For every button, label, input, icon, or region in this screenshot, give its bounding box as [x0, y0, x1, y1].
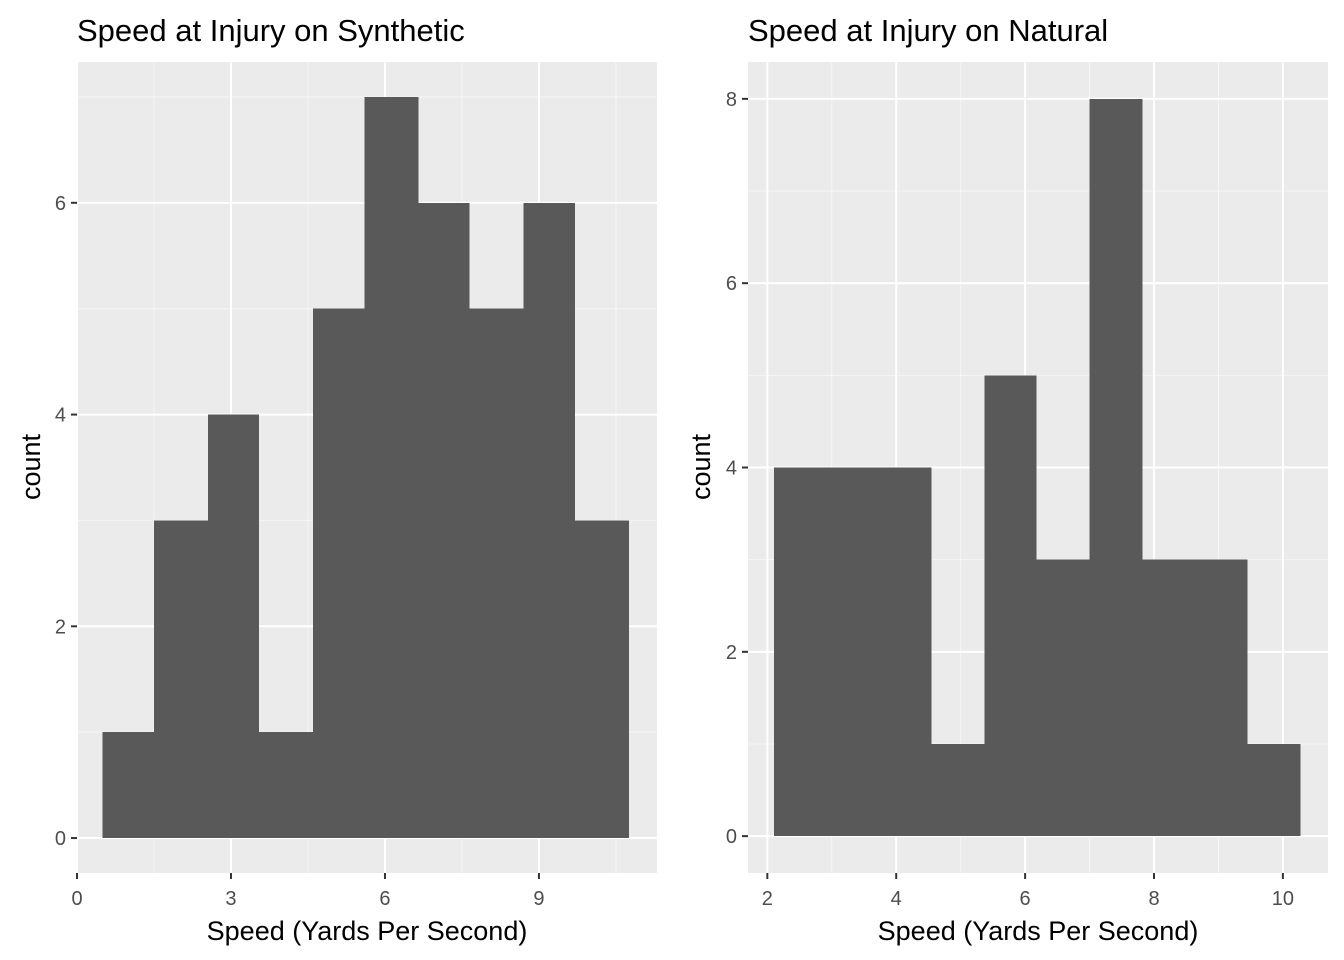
histogram-bar	[418, 202, 470, 839]
x-tick-label: 6	[379, 888, 390, 910]
x-tick-label: 6	[1020, 888, 1031, 910]
histogram-bar	[1247, 743, 1301, 837]
y-tick-label: 2	[55, 616, 66, 638]
histogram-bar	[1036, 559, 1090, 837]
y-tick-label: 4	[55, 405, 66, 427]
synthetic-histogram: Speed at Injury on Synthetic 0 2 4 6 0 3 6 9 S…	[16, 13, 657, 946]
x-axis-ticks: 0 3 6 9	[71, 873, 545, 910]
y-tick-label: 4	[726, 458, 737, 480]
histogram-bar	[207, 414, 260, 839]
x-tick-label: 3	[225, 888, 236, 910]
histogram-bar	[153, 520, 208, 839]
chart-title: Speed at Injury on Synthetic	[77, 13, 465, 48]
histogram-bar	[1142, 559, 1195, 837]
x-axis-title: Speed (Yards Per Second)	[878, 916, 1199, 946]
y-axis-title: count	[686, 433, 716, 500]
histogram-bar	[826, 467, 879, 837]
histogram-bar	[1194, 559, 1248, 837]
x-tick-label: 0	[71, 888, 82, 910]
histogram-bar	[523, 202, 575, 839]
x-tick-label: 8	[1148, 888, 1159, 910]
histogram-bar	[984, 375, 1037, 837]
y-axis-ticks: 0 2 4 6	[55, 193, 77, 850]
histogram-bar	[313, 308, 365, 839]
x-axis-ticks: 2 4 6 8 10	[762, 873, 1294, 910]
y-axis-title: count	[16, 433, 46, 500]
y-tick-label: 0	[726, 826, 737, 848]
y-axis-ticks: 0 2 4 6 8	[726, 89, 748, 848]
histogram-bar	[364, 96, 419, 839]
histogram-bar	[931, 743, 985, 837]
histogram-bar	[469, 308, 524, 839]
y-tick-label: 8	[726, 89, 737, 111]
histogram-bar	[878, 467, 932, 837]
x-tick-label: 10	[1272, 888, 1294, 910]
chart-title: Speed at Injury on Natural	[748, 13, 1108, 48]
x-tick-label: 2	[762, 888, 773, 910]
y-tick-label: 6	[55, 193, 66, 215]
histogram-bar	[259, 732, 314, 839]
y-tick-label: 2	[726, 642, 737, 664]
x-tick-label: 9	[533, 888, 544, 910]
x-axis-title: Speed (Yards Per Second)	[207, 916, 528, 946]
histogram-bars	[102, 96, 629, 839]
y-tick-label: 6	[726, 273, 737, 295]
histogram-bar	[102, 732, 154, 839]
histogram-bars	[773, 98, 1301, 837]
x-tick-label: 4	[891, 888, 902, 910]
histogram-bar	[1089, 98, 1143, 837]
y-tick-label: 0	[55, 828, 66, 850]
histogram-bar	[574, 520, 629, 839]
histogram-bar	[773, 467, 827, 837]
